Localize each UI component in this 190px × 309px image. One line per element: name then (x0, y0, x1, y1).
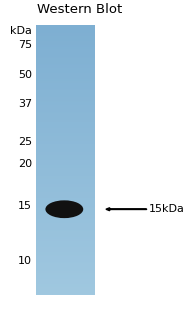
Text: 37: 37 (18, 99, 32, 108)
Text: 15: 15 (18, 201, 32, 211)
Text: Western Blot: Western Blot (37, 2, 122, 16)
Text: 50: 50 (18, 70, 32, 80)
Ellipse shape (45, 200, 83, 218)
Text: 75: 75 (18, 40, 32, 50)
FancyArrow shape (106, 208, 147, 211)
Text: 20: 20 (18, 159, 32, 169)
Text: 15kDa: 15kDa (149, 204, 184, 214)
Text: 25: 25 (18, 137, 32, 147)
Text: 10: 10 (18, 256, 32, 266)
Text: kDa: kDa (10, 26, 32, 36)
